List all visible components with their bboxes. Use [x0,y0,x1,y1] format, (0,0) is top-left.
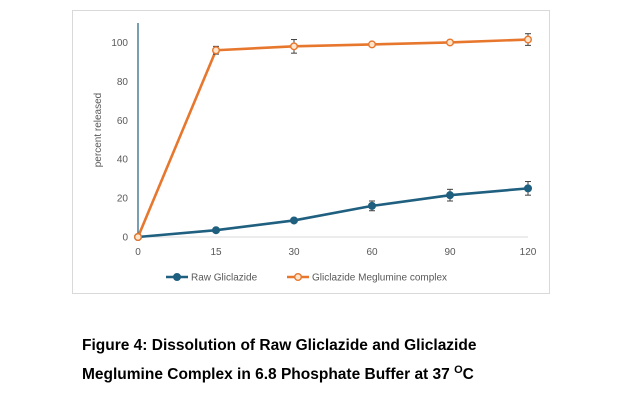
data-point [446,38,455,47]
dissolution-chart: 0 20 40 60 80 100 0 15 30 60 90 120 percent released… [93,23,537,284]
caption-line-1: Figure 4: Dissolution of Raw Gliclazide … [82,337,477,354]
y-tick-label: 40 [117,155,129,166]
x-tick-label: 90 [444,247,456,258]
data-point [524,184,533,193]
data-point [289,216,298,225]
x-tick-label: 60 [366,247,378,258]
x-tick-label: 30 [288,247,300,258]
data-point [368,40,377,49]
data-point [289,42,298,51]
y-axis-title: percent released [93,93,104,168]
data-point [134,232,143,241]
legend-item: Gliclazide Meglumine complex [287,273,447,284]
data-point [524,35,533,44]
x-tick-label: 15 [210,247,222,258]
data-point [211,46,220,55]
legend-label: Raw Gliclazide [191,273,258,284]
data-point [368,201,377,210]
chart-frame: 0 20 40 60 80 100 0 15 30 60 90 120 percent released… [72,10,550,294]
x-tick-label: 120 [520,247,537,258]
series-line-0 [137,187,529,239]
data-point [446,191,455,200]
y-tick-label: 0 [122,233,128,244]
data-point [211,226,220,235]
legend-swatch-marker [172,273,181,282]
y-tick-label: 60 [117,116,129,127]
legend-label: Gliclazide Meglumine complex [312,273,447,284]
degree-symbol: O [454,364,463,376]
y-tick-label: 100 [111,38,128,49]
figure-caption: Figure 4: Dissolution of Raw Gliclazide … [82,334,602,387]
x-tick-label: 0 [135,247,141,258]
caption-line-2-text: Meglumine Complex in 6.8 Phosphate Buffe… [82,366,455,384]
caption-line-2: Meglumine Complex in 6.8 Phosphate Buffe… [82,358,602,387]
legend-item: Raw Gliclazide [166,273,258,284]
celsius-unit: C [462,366,474,384]
legend-swatch-marker [293,273,302,282]
series-line-1 [136,38,529,238]
y-tick-label: 80 [117,77,129,88]
y-tick-label: 20 [117,194,129,205]
